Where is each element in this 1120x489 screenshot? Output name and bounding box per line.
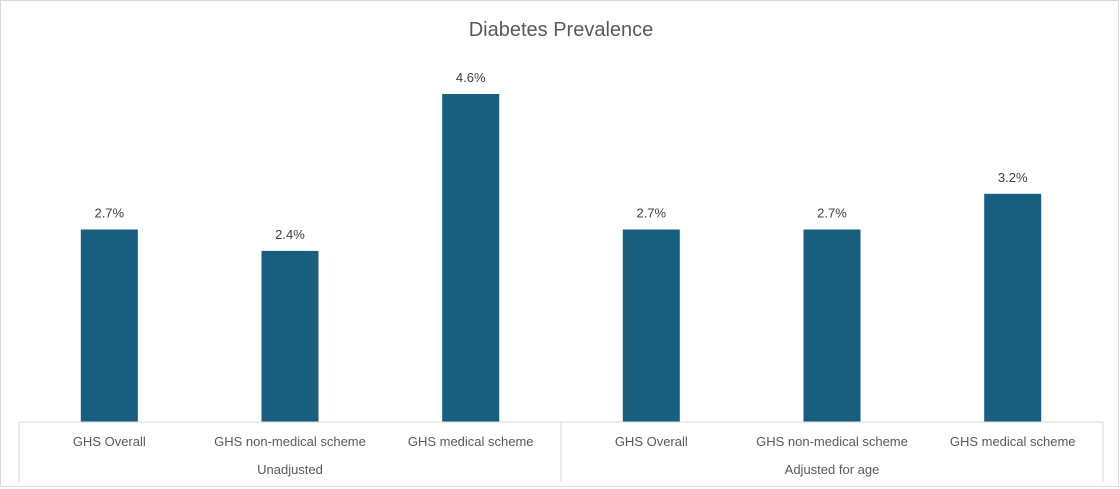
group-label: Unadjusted (257, 462, 323, 477)
data-label: 2.7% (817, 206, 847, 221)
bar (984, 193, 1042, 422)
data-label: 2.7% (636, 206, 666, 221)
category-tick-label: GHS medical scheme (950, 434, 1076, 449)
category-tick-label: GHS medical scheme (408, 434, 534, 449)
category-tick-label: GHS Overall (615, 434, 688, 449)
chart-title: Diabetes Prevalence (469, 19, 654, 41)
category-tick-label: GHS Overall (73, 434, 146, 449)
group-label: Adjusted for age (785, 462, 880, 477)
bar (80, 229, 138, 422)
data-label: 2.4% (275, 227, 305, 242)
data-label: 4.6% (456, 70, 486, 85)
data-label: 2.7% (94, 206, 124, 221)
category-tick-label: GHS non-medical scheme (214, 434, 366, 449)
data-label: 3.2% (998, 170, 1028, 185)
category-tick-label: GHS non-medical scheme (756, 434, 908, 449)
bar (261, 250, 319, 422)
bar (442, 94, 500, 422)
bar (622, 229, 680, 422)
bar (803, 229, 861, 422)
category-axis: GHS Overall GHS non-medical scheme GHS med… (18, 421, 1104, 482)
bars-layer: 2.7% 2.4% 4.6% 2.7% 2.7% 3.2% (80, 70, 1042, 422)
